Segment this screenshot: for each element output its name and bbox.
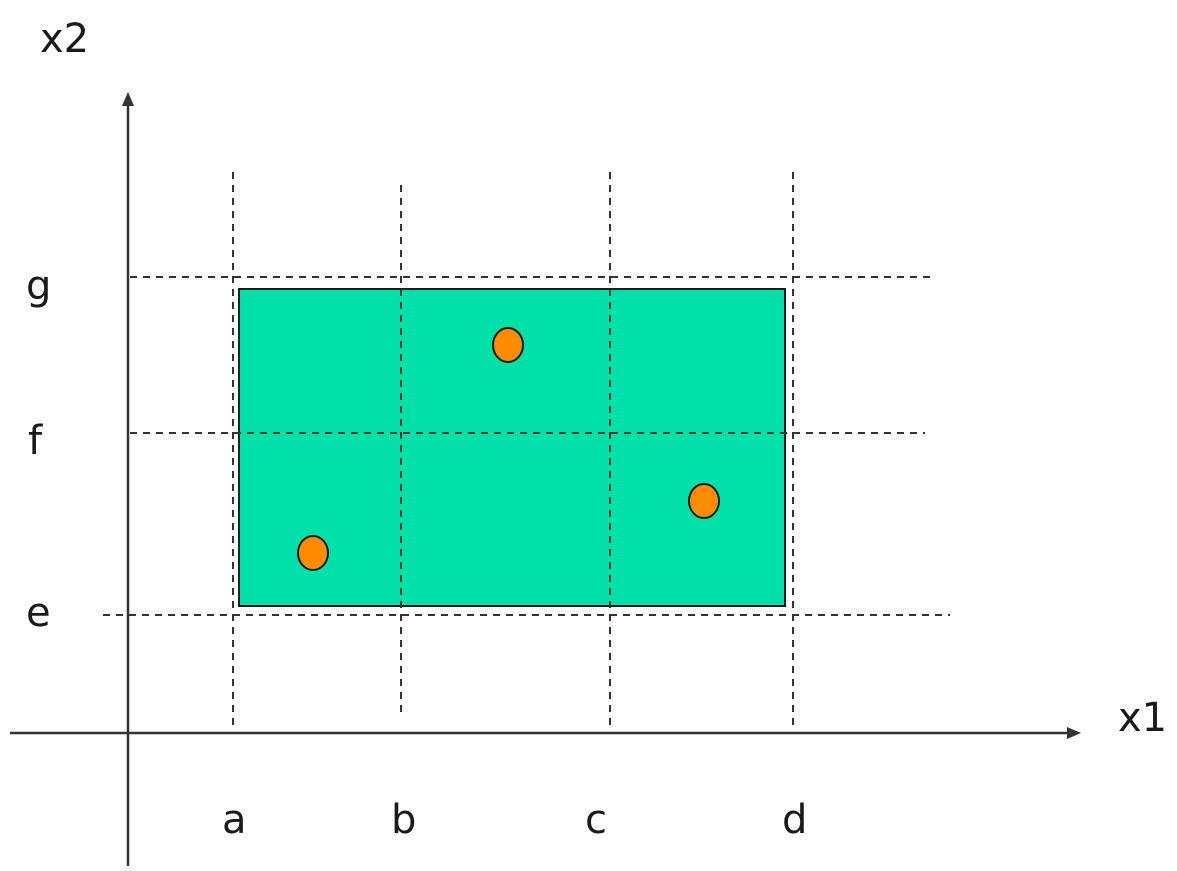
x-tick-label: c — [585, 797, 607, 843]
points — [297, 327, 720, 571]
x-axis-arrowhead — [1067, 727, 1081, 739]
point — [492, 327, 524, 363]
vertical-grid-lines — [232, 172, 794, 730]
y-axis-label: x2 — [40, 16, 89, 62]
x-tick-label: d — [782, 797, 807, 843]
x-tick-label: a — [222, 797, 247, 843]
x-axis-label: x1 — [1118, 695, 1167, 741]
y-tick-label: f — [28, 418, 43, 464]
x-tick-label: b — [391, 797, 416, 843]
axes — [10, 92, 1081, 866]
y-tick-label: e — [26, 590, 51, 636]
horizontal-grid-lines — [103, 276, 950, 616]
point — [688, 483, 720, 519]
y-tick-label: g — [26, 263, 51, 309]
point — [297, 535, 329, 571]
y-axis-arrowhead — [122, 92, 134, 106]
